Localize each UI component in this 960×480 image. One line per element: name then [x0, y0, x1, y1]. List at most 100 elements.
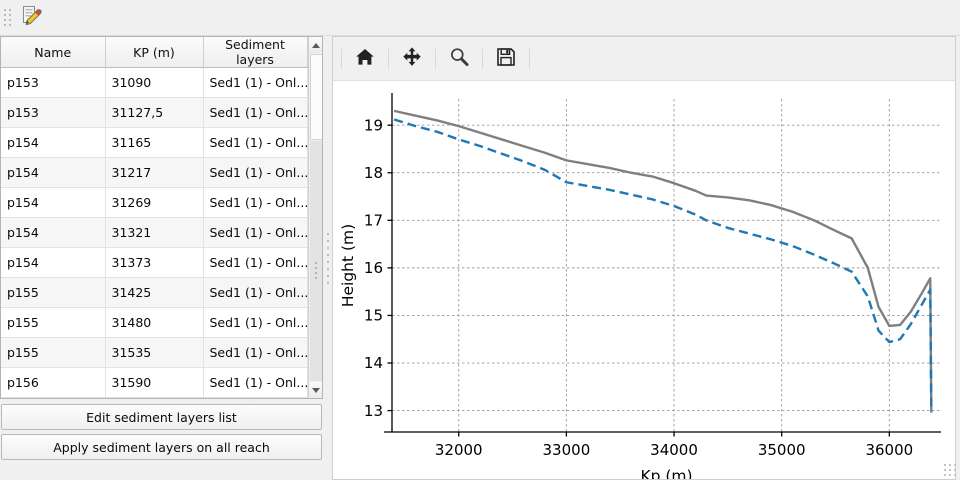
series-line-ground-level	[393, 109, 933, 412]
x-axis-label: Kp (m)	[640, 467, 692, 480]
toolbar-separator-1	[341, 48, 342, 69]
table-row[interactable]: p155 31480 Sed1 (1) - Onl...	[1, 307, 308, 338]
move-arrows-icon	[401, 46, 423, 72]
x-tick-label: 35000	[758, 441, 806, 459]
y-tick-label: 16	[364, 259, 383, 277]
cell-kp[interactable]: 31127,5	[105, 97, 204, 128]
y-tick-label: 19	[364, 116, 383, 134]
table-row[interactable]: p155 31535 Sed1 (1) - Onl...	[1, 337, 308, 368]
cell-name[interactable]: p154	[1, 127, 106, 158]
cell-sediment[interactable]: Sed1 (1) - Onl...	[203, 67, 308, 98]
scroll-down-arrow[interactable]	[308, 382, 322, 398]
toolbar-separator-2	[388, 48, 389, 69]
table-row[interactable]: p155 31425 Sed1 (1) - Onl...	[1, 277, 308, 308]
cell-kp[interactable]: 31090	[105, 67, 204, 98]
home-button[interactable]	[349, 43, 381, 75]
y-axis-label: Height (m)	[339, 224, 357, 307]
profile-chart[interactable]: 13 14 15 16 17 18 19 32000 33000 34000 35000 36000 K…	[333, 81, 956, 480]
cell-name[interactable]: p153	[1, 97, 106, 128]
cell-kp[interactable]: 31373	[105, 247, 204, 278]
sediment-layers-panel: Name KP (m) Sediment layers p153 31090 Sed…	[0, 36, 323, 480]
cell-name[interactable]: p153	[1, 67, 106, 98]
table-row[interactable]: p154 31373 Sed1 (1) - Onl...	[1, 247, 308, 278]
x-tick-label: 32000	[435, 441, 483, 459]
table-row[interactable]: p154 31217 Sed1 (1) - Onl...	[1, 157, 308, 188]
cell-sediment[interactable]: Sed1 (1) - Onl...	[203, 187, 308, 218]
edit-document-icon	[19, 4, 43, 32]
application-toolbar	[0, 0, 960, 36]
cell-kp[interactable]: 31321	[105, 217, 204, 248]
home-icon	[354, 46, 376, 72]
cell-sediment[interactable]: Sed1 (1) - Onl...	[203, 277, 308, 308]
cell-name[interactable]: p154	[1, 187, 106, 218]
cell-sediment[interactable]: Sed1 (1) - Onl...	[203, 127, 308, 158]
y-tick-label: 17	[364, 212, 383, 230]
y-tick-label: 13	[364, 402, 383, 420]
toolbar-separator-4	[482, 48, 483, 69]
apply-sediment-layers-button[interactable]: Apply sediment layers on all reach	[1, 434, 322, 460]
edit-document-button[interactable]	[16, 3, 46, 33]
column-header-sediment-layers[interactable]: Sediment layers	[203, 37, 308, 68]
table-row[interactable]: p154 31321 Sed1 (1) - Onl...	[1, 217, 308, 248]
table-row[interactable]: p154 31165 Sed1 (1) - Onl...	[1, 127, 308, 158]
cell-name[interactable]: p154	[1, 247, 106, 278]
column-header-kp[interactable]: KP (m)	[105, 37, 204, 68]
window-resize-grip[interactable]	[944, 464, 958, 478]
column-header-name[interactable]: Name	[1, 37, 106, 68]
cell-name[interactable]: p156	[1, 367, 106, 398]
scrollbar-grip	[314, 262, 317, 279]
cell-kp[interactable]: 31535	[105, 337, 204, 368]
scroll-up-arrow[interactable]	[308, 37, 322, 53]
panel-splitter[interactable]	[323, 36, 332, 480]
table-row[interactable]: p153 31090 Sed1 (1) - Onl...	[1, 67, 308, 98]
x-tick-label: 36000	[865, 441, 913, 459]
table-row[interactable]: p154 31269 Sed1 (1) - Onl...	[1, 187, 308, 218]
cell-sediment[interactable]: Sed1 (1) - Onl...	[203, 97, 308, 128]
save-button[interactable]	[490, 43, 522, 75]
zoom-button[interactable]	[443, 43, 475, 75]
cell-sediment[interactable]: Sed1 (1) - Onl...	[203, 307, 308, 338]
y-tick-label: 14	[364, 354, 383, 372]
cell-sediment[interactable]: Sed1 (1) - Onl...	[203, 157, 308, 188]
cell-sediment[interactable]: Sed1 (1) - Onl...	[203, 367, 308, 398]
cell-kp[interactable]: 31590	[105, 367, 204, 398]
cell-kp[interactable]: 31425	[105, 277, 204, 308]
cell-kp[interactable]: 31269	[105, 187, 204, 218]
plot-panel: 13 14 15 16 17 18 19 32000 33000 34000 35000 36000 K…	[332, 36, 956, 480]
matplotlib-navigation-toolbar	[333, 37, 955, 81]
scrollbar-thumb[interactable]	[309, 54, 322, 140]
table-row[interactable]: p153 31127,5 Sed1 (1) - Onl...	[1, 97, 308, 128]
cell-sediment[interactable]: Sed1 (1) - Onl...	[203, 337, 308, 368]
toolbar-separator-3	[435, 48, 436, 69]
cell-kp[interactable]: 31480	[105, 307, 204, 338]
cell-name[interactable]: p155	[1, 277, 106, 308]
splitter-grip	[326, 232, 329, 284]
cell-kp[interactable]: 31217	[105, 157, 204, 188]
table-row[interactable]: p156 31590 Sed1 (1) - Onl...	[1, 367, 308, 398]
edit-sediment-layers-list-button[interactable]: Edit sediment layers list	[1, 404, 322, 430]
y-tick-label: 15	[364, 307, 383, 325]
scrollbar-track[interactable]	[309, 141, 322, 381]
table-header-row: Name KP (m) Sediment layers	[1, 37, 308, 68]
sediment-layers-table-container: Name KP (m) Sediment layers p153 31090 Sed…	[0, 36, 323, 399]
pan-button[interactable]	[396, 43, 428, 75]
toolbar-grip[interactable]	[3, 5, 12, 31]
cell-sediment[interactable]: Sed1 (1) - Onl...	[203, 247, 308, 278]
floppy-disk-icon	[495, 46, 517, 72]
toolbar-separator-5	[529, 48, 530, 69]
magnifier-icon	[448, 46, 470, 72]
cell-name[interactable]: p155	[1, 307, 106, 338]
x-tick-label: 33000	[543, 441, 591, 459]
sediment-layers-table: Name KP (m) Sediment layers p153 31090 Sed…	[1, 37, 308, 398]
table-vertical-scrollbar[interactable]	[307, 37, 322, 398]
cell-name[interactable]: p155	[1, 337, 106, 368]
cell-sediment[interactable]: Sed1 (1) - Onl...	[203, 217, 308, 248]
cell-kp[interactable]: 31165	[105, 127, 204, 158]
series-line-water-level	[393, 118, 933, 413]
y-tick-label: 18	[364, 164, 383, 182]
cell-name[interactable]: p154	[1, 157, 106, 188]
chart-canvas[interactable]: 13 14 15 16 17 18 19 32000 33000 34000 35000 36000 K…	[333, 81, 956, 480]
x-tick-label: 34000	[650, 441, 698, 459]
cell-name[interactable]: p154	[1, 217, 106, 248]
